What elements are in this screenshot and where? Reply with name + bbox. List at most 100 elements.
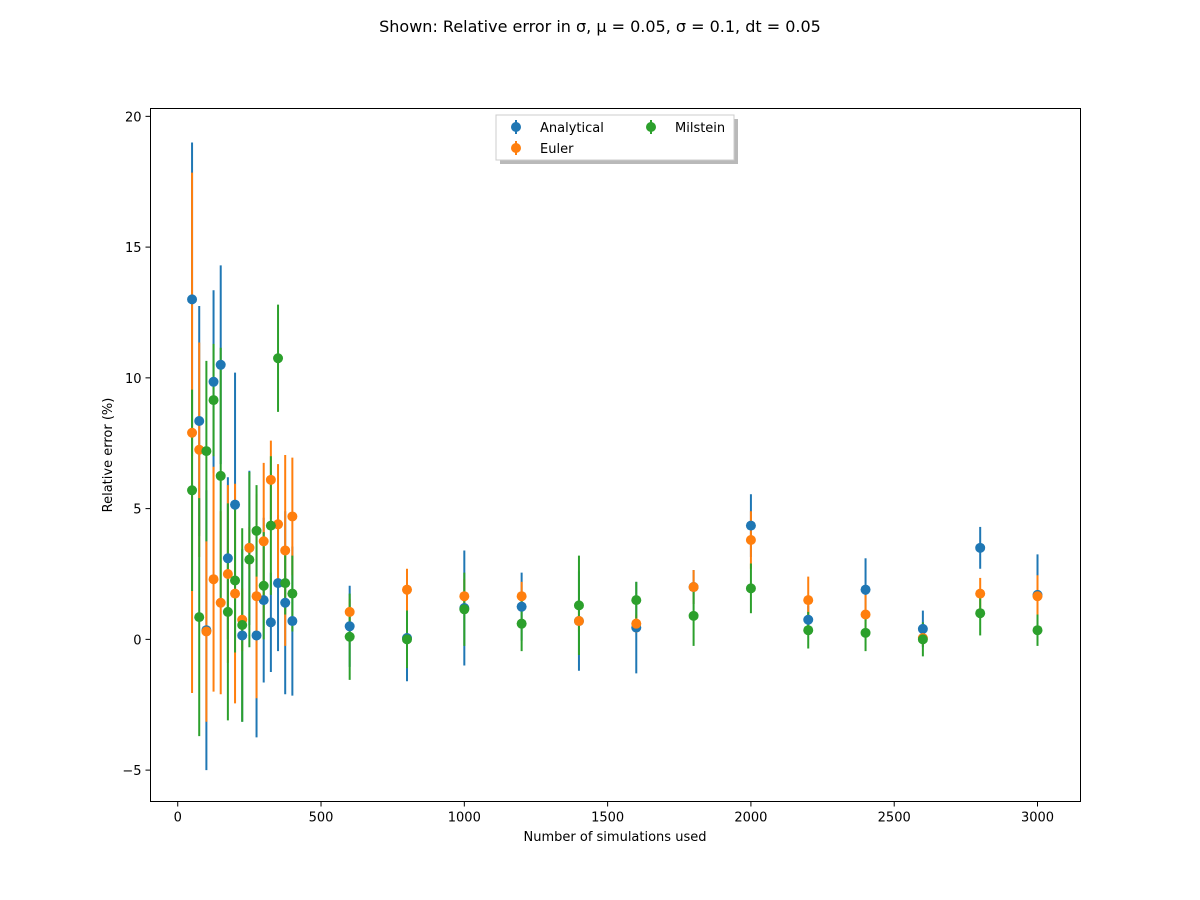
- data-point: [459, 591, 470, 602]
- data-point: [1032, 591, 1043, 602]
- data-point: [573, 616, 584, 627]
- legend-label: Analytical: [540, 121, 604, 136]
- data-point: [516, 618, 527, 629]
- data-point: [244, 542, 255, 553]
- data-point: [215, 470, 226, 481]
- plot-frame: [150, 108, 1081, 802]
- legend-entry-milstein: Milstein: [646, 120, 725, 136]
- data-point: [230, 575, 241, 586]
- legend-marker: [511, 122, 521, 132]
- data-point: [287, 588, 298, 599]
- legend-entry-euler: Euler: [511, 141, 574, 157]
- data-point: [265, 617, 276, 628]
- data-point: [516, 591, 527, 602]
- data-point: [187, 427, 198, 438]
- data-point: [860, 609, 871, 620]
- data-point: [975, 608, 986, 619]
- legend-label: Milstein: [675, 121, 725, 136]
- data-point: [222, 606, 233, 617]
- legend: Analytical Euler Milstein: [495, 114, 738, 164]
- data-point: [265, 520, 276, 531]
- data-point: [287, 616, 298, 627]
- data-point: [187, 294, 198, 305]
- data-point: [187, 485, 198, 496]
- data-point: [258, 580, 269, 591]
- data-point: [344, 621, 355, 632]
- y-tick-label: 15: [125, 241, 142, 256]
- data-point: [273, 578, 284, 589]
- legend-box: [495, 114, 735, 161]
- chart-title: Shown: Relative error in σ, μ = 0.05, σ …: [379, 17, 821, 36]
- data-point: [803, 625, 814, 636]
- y-tick-label: 5: [133, 503, 141, 518]
- data-point: [1032, 625, 1043, 636]
- y-axis-label: Relative error (%): [101, 398, 116, 513]
- data-point: [287, 511, 298, 522]
- data-point: [344, 606, 355, 617]
- y-axis: −5 0 5 10 15 20: [122, 110, 151, 779]
- data-point: [230, 499, 241, 510]
- data-point: [208, 574, 219, 585]
- legend-entry-analytical: Analytical: [511, 120, 604, 136]
- data-point: [265, 474, 276, 485]
- data-point: [230, 588, 241, 599]
- data-point: [280, 597, 291, 608]
- y-tick-label: 10: [125, 372, 142, 387]
- data-point: [803, 595, 814, 606]
- x-tick-label: 1000: [448, 811, 481, 826]
- data-point: [803, 614, 814, 625]
- series-analytical-points: [187, 294, 1043, 644]
- data-point: [280, 545, 291, 556]
- data-point: [208, 376, 219, 387]
- y-tick-label: −5: [122, 764, 141, 779]
- data-point: [688, 582, 699, 593]
- data-point: [917, 623, 928, 634]
- data-point: [745, 520, 756, 531]
- data-point: [459, 604, 470, 615]
- series-euler-points: [187, 427, 1043, 644]
- data-point: [237, 630, 248, 641]
- data-point: [917, 634, 928, 645]
- data-point: [745, 583, 756, 594]
- data-point: [516, 601, 527, 612]
- data-point: [251, 525, 262, 536]
- x-tick-label: 2500: [878, 811, 911, 826]
- legend-marker: [646, 122, 656, 132]
- series-analytical: [191, 142, 1039, 771]
- data-point: [215, 359, 226, 370]
- series-milstein-points: [187, 353, 1043, 645]
- plot-area: [187, 142, 1043, 771]
- data-point: [402, 584, 413, 595]
- y-tick-label: 20: [125, 110, 142, 125]
- data-point: [244, 554, 255, 565]
- data-point: [201, 626, 212, 637]
- data-point: [251, 630, 262, 641]
- data-point: [222, 568, 233, 579]
- x-axis-label: Number of simulations used: [524, 830, 707, 845]
- x-axis: 0 500 1000 1500 2000 2500 3000: [174, 801, 1054, 826]
- series-milstein: [191, 304, 1039, 737]
- data-point: [273, 353, 284, 364]
- x-tick-label: 1500: [591, 811, 624, 826]
- data-point: [215, 597, 226, 608]
- data-point: [194, 416, 205, 427]
- data-point: [860, 627, 871, 638]
- data-point: [258, 536, 269, 547]
- x-tick-label: 2000: [734, 811, 767, 826]
- data-point: [280, 578, 291, 589]
- data-point: [201, 446, 212, 457]
- data-point: [402, 634, 413, 645]
- data-point: [745, 534, 756, 545]
- series-euler: [191, 172, 1039, 722]
- data-point: [344, 631, 355, 642]
- legend-label: Euler: [540, 142, 574, 157]
- data-point: [222, 553, 233, 564]
- data-point: [251, 591, 262, 602]
- data-point: [860, 584, 871, 595]
- data-point: [975, 588, 986, 599]
- data-point: [975, 542, 986, 553]
- data-point: [194, 612, 205, 623]
- data-point: [688, 610, 699, 621]
- data-point: [573, 600, 584, 611]
